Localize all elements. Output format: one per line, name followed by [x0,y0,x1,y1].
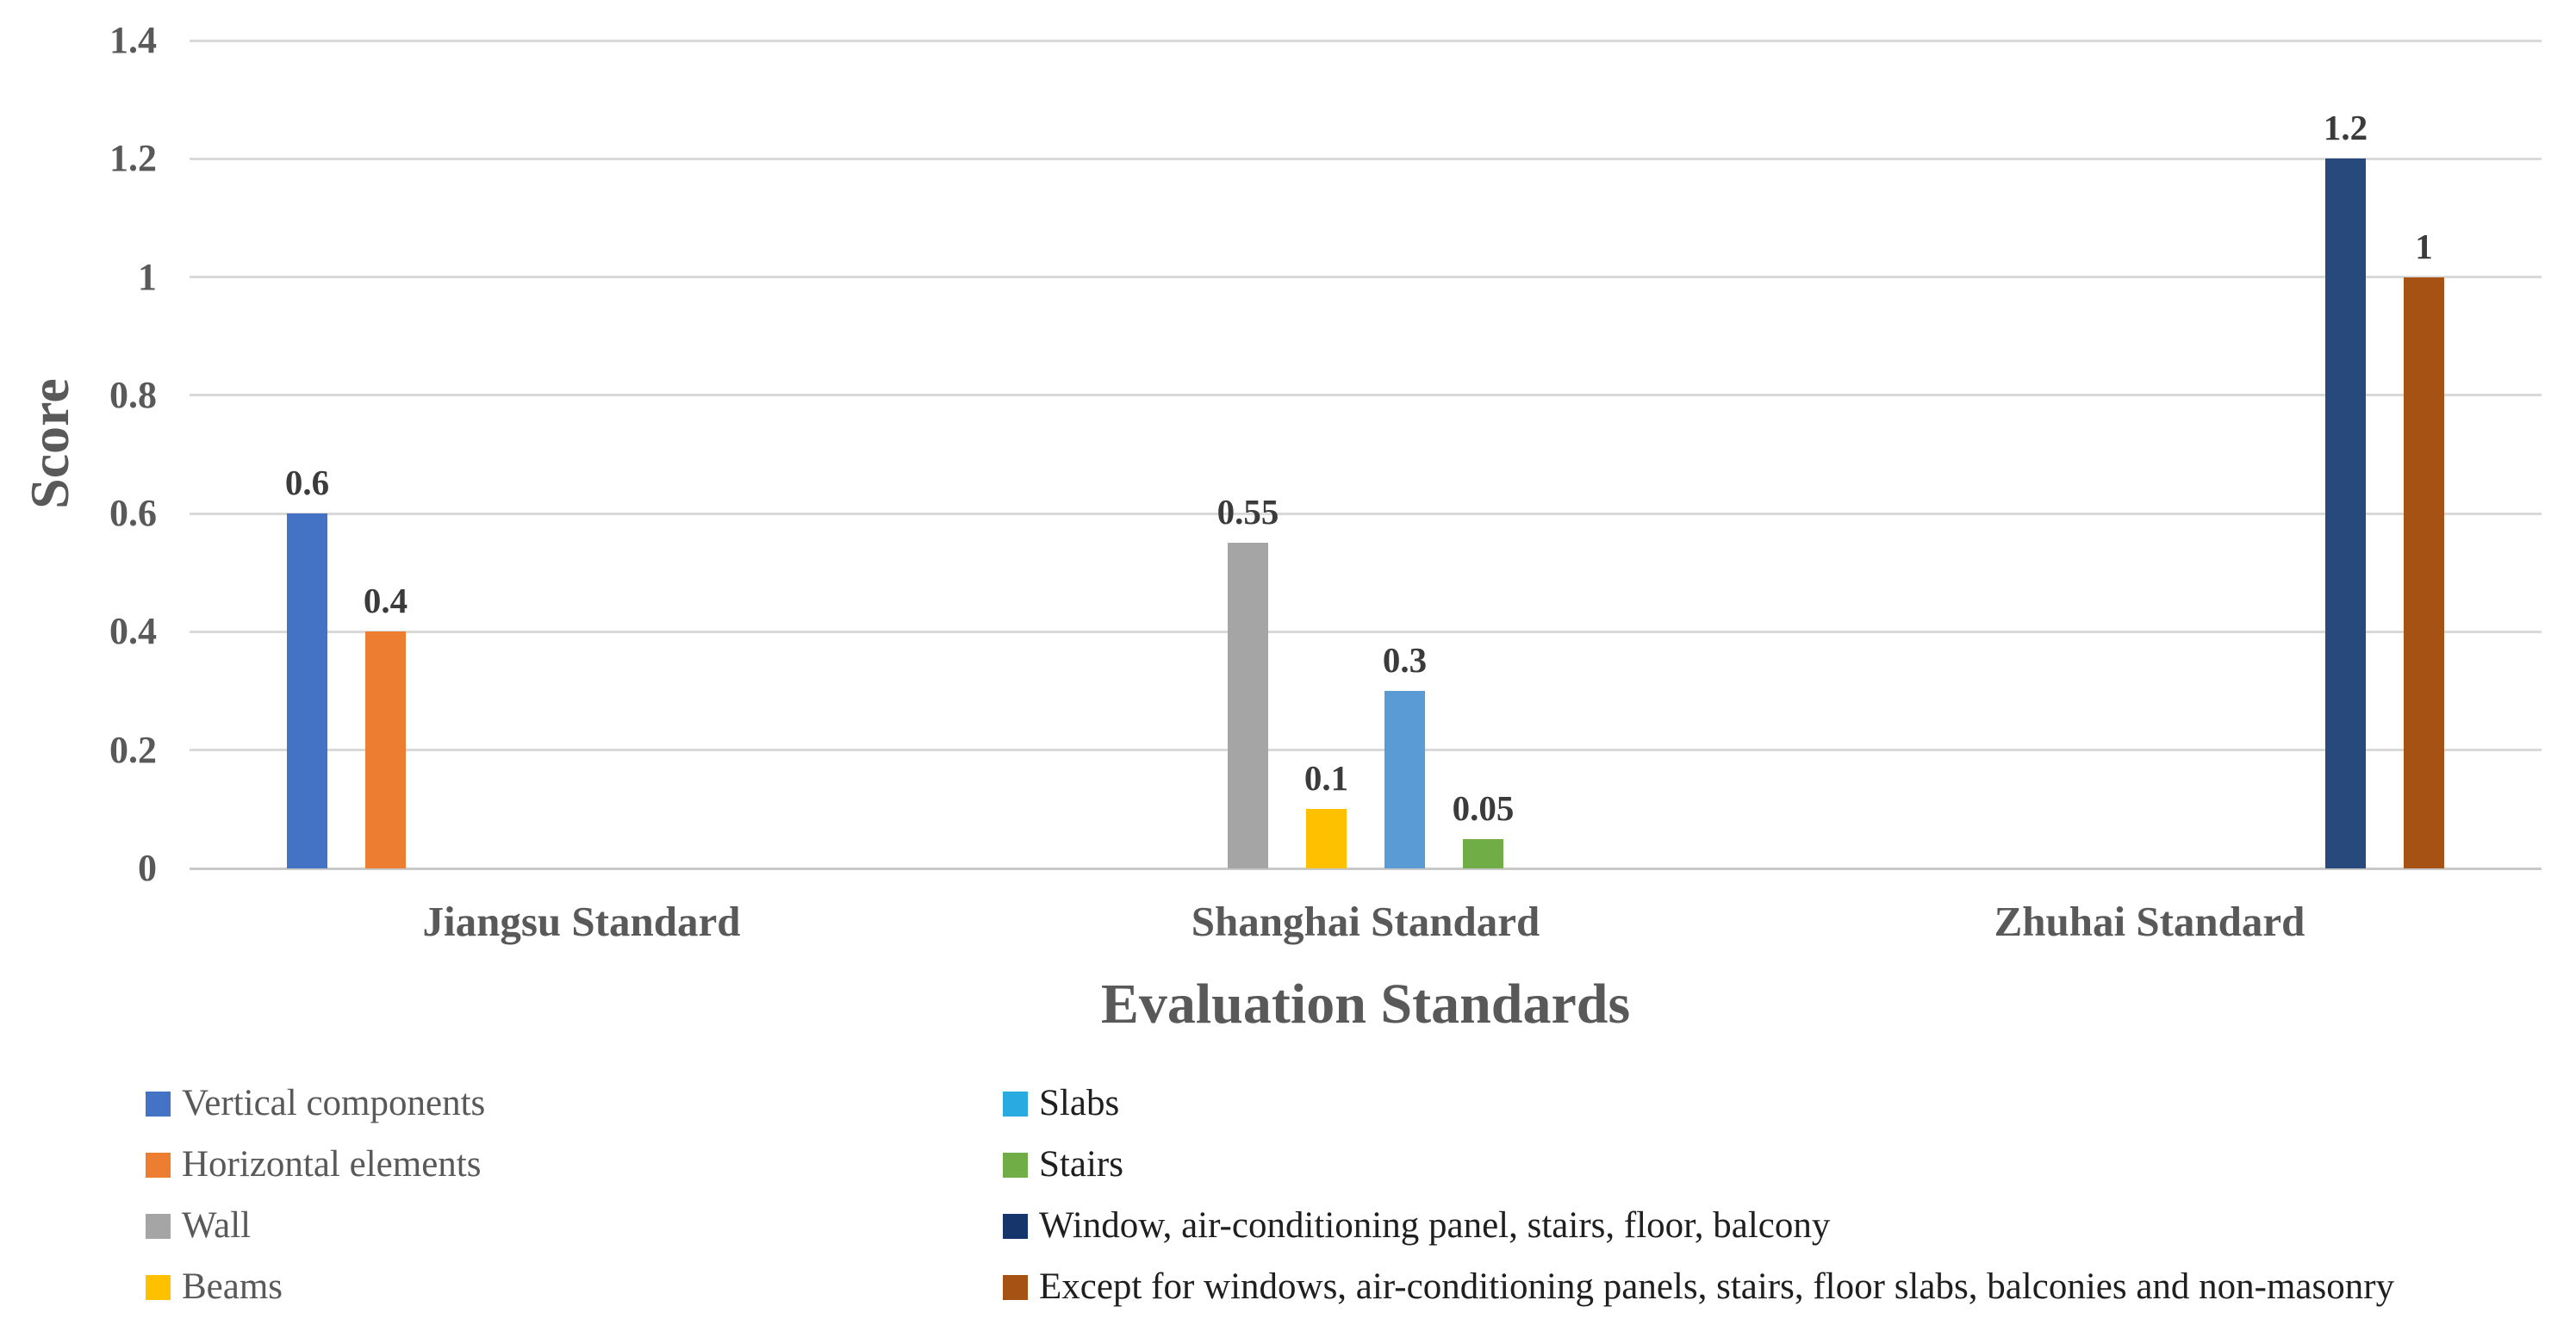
gridline [190,512,2542,515]
legend-swatch-icon [1003,1091,1028,1117]
legend-item-label: Slabs [1039,1083,1120,1123]
y-tick-label: 1 [138,255,157,298]
y-tick-label: 1.4 [109,19,157,61]
legend-item: Stairs [1003,1141,1123,1189]
legend-swatch-icon [1003,1213,1028,1239]
bar-stairs [1463,838,1503,868]
x-category-label: Zhuhai Standard [1994,898,2305,945]
bar-wall [1228,543,1268,868]
gridline [190,39,2542,42]
legend-item-label: Stairs [1039,1144,1123,1185]
bar-value-label: 0.05 [1452,787,1515,828]
bar-except-for [2404,277,2444,868]
legend-item: Except for windows, air-conditioning pan… [1003,1263,2394,1311]
legend-item: Beams [146,1263,283,1311]
legend-item-label: Window, air-conditioning panel, stairs, … [1039,1205,1831,1246]
y-tick-label: 0.6 [109,492,157,535]
bar-value-label: 1 [2415,226,2433,266]
bar-value-label: 0.55 [1216,492,1279,532]
legend-item-label: Horizontal elements [182,1144,482,1185]
gridline [190,157,2542,160]
x-category-label: Shanghai Standard [1191,898,1540,945]
legend-swatch-icon [146,1091,171,1117]
gridline [190,276,2542,279]
bar-horizontal-elements [365,631,406,868]
y-tick-label: 0 [138,847,157,889]
legend-item-label: Wall [182,1205,252,1246]
x-axis-line [190,867,2542,870]
bar-value-label: 0.6 [284,463,330,503]
legend-item: Vertical components [146,1079,485,1128]
bar-value-label: 1.2 [2323,108,2368,148]
legend-swatch-icon [146,1213,171,1239]
bar-vertical-components [287,513,327,868]
legend-item: Wall [146,1202,251,1250]
legend-item: Window, air-conditioning panel, stairs, … [1003,1202,1830,1250]
x-axis-title: Evaluation Standards [1100,973,1631,1036]
bar-slabs [1384,691,1425,868]
bar-value-label: 0.1 [1304,758,1349,799]
y-tick-label: 0.8 [109,373,157,416]
bar-value-label: 0.4 [363,581,408,621]
legend-item-label: Beams [182,1266,283,1307]
legend-swatch-icon [146,1152,171,1178]
y-tick-label: 0.4 [109,610,157,653]
bar-value-label: 0.3 [1382,640,1428,681]
gridline [190,394,2542,397]
legend-swatch-icon [146,1274,171,1300]
gridline [190,630,2542,633]
y-tick-label: 0.2 [109,728,157,771]
legend-swatch-icon [1003,1274,1028,1300]
legend-item: Horizontal elements [146,1141,481,1189]
y-tick-label: 1.2 [109,137,157,180]
bar-beams [1306,809,1347,868]
legend-item-label: Except for windows, air-conditioning pan… [1039,1266,2395,1307]
x-category-label: Jiangsu Standard [422,898,741,945]
legend-item-label: Vertical components [182,1083,486,1123]
bar-window-air-conditioning [2325,159,2366,868]
legend-swatch-icon [1003,1152,1028,1178]
legend-item: Slabs [1003,1079,1119,1128]
gridline [190,749,2542,752]
